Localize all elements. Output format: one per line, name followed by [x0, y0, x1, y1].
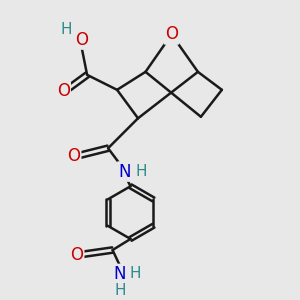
- Text: O: O: [70, 245, 83, 263]
- Text: O: O: [165, 26, 178, 44]
- Text: N: N: [118, 163, 131, 181]
- Text: H: H: [114, 283, 126, 298]
- Text: N: N: [114, 265, 126, 283]
- Text: O: O: [75, 31, 88, 49]
- Text: H: H: [130, 266, 141, 281]
- Text: H: H: [135, 164, 147, 179]
- Text: H: H: [60, 22, 72, 37]
- Text: O: O: [57, 82, 70, 100]
- Text: O: O: [67, 147, 80, 165]
